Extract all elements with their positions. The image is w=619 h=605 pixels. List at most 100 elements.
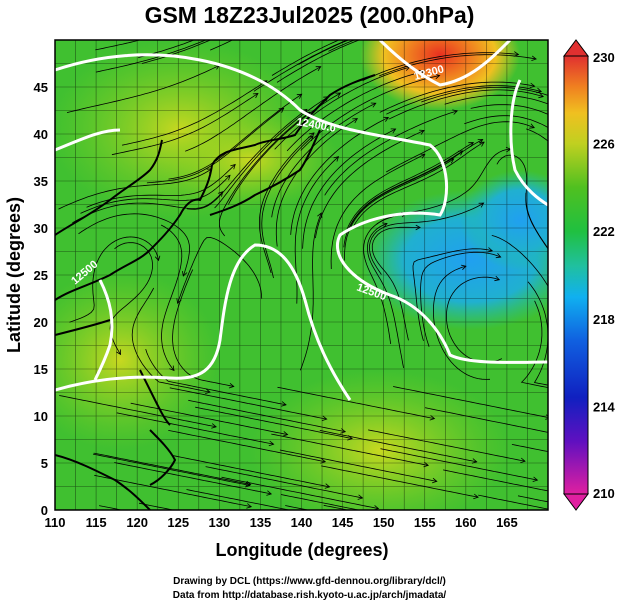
streamline	[188, 399, 346, 433]
colorbar-bottom-triangle	[563, 493, 589, 511]
x-tick-label: 115	[86, 515, 107, 530]
streamline-arrow	[419, 153, 426, 159]
streamline	[69, 236, 159, 323]
streamline-arrow	[415, 224, 421, 231]
streamline-arrow	[211, 423, 217, 429]
chart-title: GSM 18Z23Jul2025 (200.0hPa)	[144, 2, 475, 28]
streamline	[362, 52, 519, 81]
y-axis-ticks: 0 5 10 15 20 25 30 35 40 45	[34, 80, 48, 518]
streamline	[444, 94, 548, 105]
colorbar-tick-label: 214	[593, 399, 615, 414]
height-contours	[55, 40, 548, 401]
streamline	[160, 224, 183, 371]
y-axis-title: Latitude (degrees)	[4, 197, 24, 353]
y-tick-label: 25	[34, 268, 48, 283]
streamline	[496, 154, 548, 250]
streamline-arrow	[476, 533, 481, 538]
colorbar-tick-label: 226	[593, 137, 615, 152]
streamlines	[58, 2, 615, 538]
streamline	[276, 40, 361, 83]
plot-frame	[54, 39, 549, 511]
streamline	[520, 300, 548, 388]
streamline	[94, 474, 252, 508]
streamline-arrow	[393, 23, 398, 28]
streamline	[221, 476, 379, 509]
streamline	[277, 386, 435, 419]
streamline-arrow	[429, 415, 436, 421]
streamline-arrow	[320, 458, 327, 464]
streamline	[366, 223, 404, 368]
streamline-arrow	[352, 118, 359, 124]
streamline	[187, 109, 308, 210]
streamline-arrow	[321, 415, 328, 421]
streamline-arrow	[471, 458, 478, 464]
streamline-arrow	[419, 129, 425, 135]
streamline-arrow	[383, 116, 390, 122]
streamline	[111, 93, 259, 156]
credit-drawing: Drawing by DCL (https://www.gfd-dennou.o…	[173, 576, 446, 587]
streamline-arrow	[423, 461, 430, 468]
streamline-arrow	[599, 170, 604, 175]
streamline-arrow	[268, 440, 275, 447]
streamline-arrow	[610, 155, 615, 160]
streamline	[271, 40, 340, 76]
streamline	[168, 93, 302, 180]
credit-data-source: Data from http://database.rish.kyoto-u.a…	[172, 590, 447, 601]
streamline-arrow	[340, 428, 347, 434]
streamline	[95, 40, 142, 51]
streamline-arrow	[309, 132, 315, 138]
streamline	[380, 448, 538, 481]
streamline	[517, 495, 548, 503]
colorbar-bar	[563, 55, 589, 495]
streamline-arrow	[538, 92, 544, 99]
streamline-arrow	[531, 55, 537, 61]
y-tick-label: 10	[34, 409, 48, 424]
streamline	[511, 444, 548, 452]
streamline-arrow	[266, 490, 273, 496]
streamline	[116, 412, 274, 445]
streamline	[214, 96, 329, 209]
streamline-arrow	[182, 271, 188, 277]
x-tick-label: 110	[45, 515, 66, 530]
streamline	[138, 40, 196, 58]
streamline-arrow	[473, 493, 479, 500]
streamline	[93, 452, 251, 485]
streamline-arrow	[357, 494, 364, 500]
streamline	[271, 433, 429, 466]
x-tick-label: 145	[332, 515, 354, 530]
x-tick-label: 165	[496, 515, 518, 530]
temperature-field	[55, 40, 548, 510]
streamline	[131, 287, 211, 393]
streamline-arrow	[242, 21, 247, 25]
streamline	[205, 466, 363, 499]
streamline	[286, 71, 424, 152]
coastlines	[55, 74, 376, 510]
streamline	[66, 65, 220, 113]
streamline	[274, 66, 410, 150]
streamline-arrow	[529, 82, 536, 89]
streamline	[470, 104, 548, 115]
streamline	[393, 386, 548, 418]
streamline	[369, 202, 484, 275]
streamline	[95, 40, 207, 73]
streamline	[321, 465, 479, 498]
streamline-arrow	[205, 388, 211, 394]
y-tick-label: 5	[41, 456, 48, 471]
streamline	[168, 430, 326, 463]
x-tick-label: 155	[414, 515, 436, 530]
streamline	[378, 54, 537, 77]
streamline	[114, 462, 272, 495]
streamline-arrow	[282, 431, 289, 437]
streamline	[464, 115, 548, 128]
streamline-arrow	[243, 2, 248, 6]
y-tick-label: 40	[34, 127, 48, 142]
y-tick-label: 20	[34, 315, 48, 330]
streamline	[78, 213, 191, 277]
streamline-arrow	[487, 247, 494, 253]
colorbar-tick-label: 218	[593, 312, 615, 327]
streamline-arrow	[452, 109, 458, 115]
x-tick-label: 130	[208, 515, 230, 530]
streamline	[371, 226, 421, 341]
streamline-arrow	[431, 477, 438, 484]
x-tick-label: 135	[250, 515, 272, 530]
